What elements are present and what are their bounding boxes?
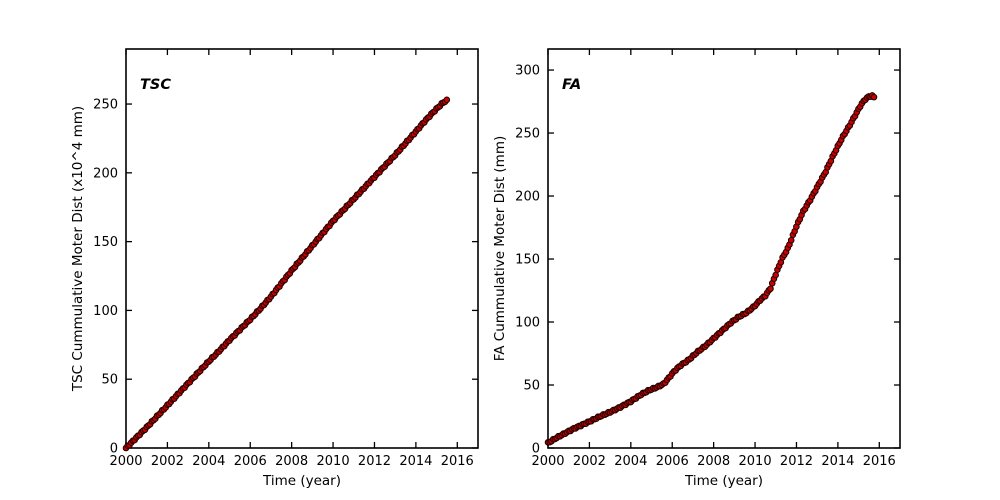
x-tick-label: 2000 — [531, 454, 564, 469]
y-tick-label: 50 — [101, 373, 118, 388]
x-tick-label: 2010 — [317, 454, 350, 469]
y-tick-label: 300 — [515, 64, 540, 79]
y-tick-label: 250 — [515, 127, 540, 142]
y-tick-label: 250 — [93, 98, 118, 113]
x-tick-label: 2012 — [358, 454, 391, 469]
tsc-data-points — [122, 96, 451, 452]
y-tick-label: 200 — [515, 190, 540, 205]
fa-axis-frame — [547, 48, 901, 449]
fa-xlabel: Time (year) — [684, 473, 763, 489]
fa-plot: 2000 2002 2004 2006 2008 2010 2012 2014 2016 0 50 1… — [492, 48, 901, 489]
x-tick-label: 2010 — [739, 454, 772, 469]
y-tick-label: 100 — [93, 304, 118, 319]
x-tick-label: 2014 — [399, 454, 432, 469]
x-tick-label: 2016 — [863, 454, 896, 469]
fa-title: FA — [562, 77, 581, 93]
y-tick-label: 0 — [110, 442, 118, 457]
tsc-ylabel: TSC Cummulative Moter Dist (x10^4 mm) — [70, 106, 86, 392]
tsc-xlabel: Time (year) — [262, 473, 341, 489]
fa-data-points — [544, 92, 878, 446]
y-tick-label: 200 — [93, 166, 118, 181]
x-tick-label: 2006 — [234, 454, 267, 469]
x-tick-label: 2016 — [441, 454, 474, 469]
tsc-axis-frame — [125, 48, 479, 449]
y-tick-label: 0 — [532, 442, 540, 457]
data-point — [787, 236, 795, 244]
x-tick-label: 2006 — [656, 454, 689, 469]
x-tick-label: 2002 — [573, 454, 606, 469]
y-tick-label: 50 — [523, 379, 540, 394]
x-tick-label: 2012 — [780, 454, 813, 469]
fa-ylabel: FA Cummulative Moter Dist (mm) — [492, 136, 508, 362]
y-tick-label: 100 — [515, 316, 540, 331]
data-point — [767, 285, 774, 293]
data-point — [443, 96, 451, 104]
x-tick-label: 2004 — [614, 454, 647, 469]
x-tick-label: 2004 — [192, 454, 225, 469]
y-tick-label: 150 — [93, 235, 118, 250]
tsc-plot: 2000 2002 2004 2006 2008 2010 2012 2014 2016 0 50 1… — [70, 48, 479, 489]
y-tick-label: 150 — [515, 253, 540, 268]
x-tick-label: 2008 — [275, 454, 308, 469]
data-point — [870, 93, 878, 101]
x-tick-label: 2000 — [109, 454, 142, 469]
x-tick-label: 2008 — [697, 454, 730, 469]
tsc-title: TSC — [140, 77, 171, 93]
data-point — [772, 271, 779, 279]
x-tick-label: 2014 — [821, 454, 854, 469]
x-tick-label: 2002 — [151, 454, 184, 469]
